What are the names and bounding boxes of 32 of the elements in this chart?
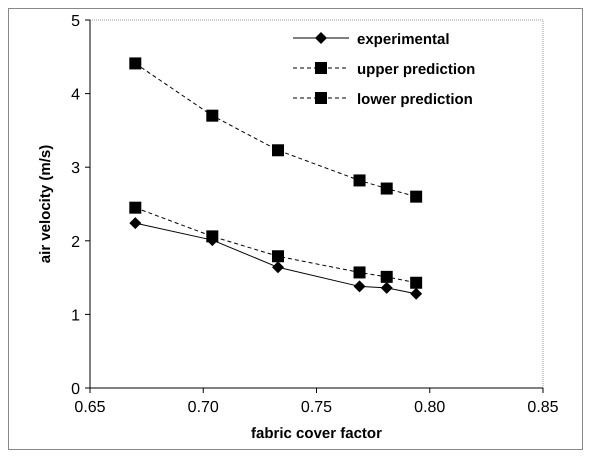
- y-tick-label: 4: [71, 86, 80, 104]
- y-tick-label: 2: [71, 234, 80, 251]
- point: [129, 202, 142, 214]
- point: [129, 217, 142, 230]
- point: [410, 288, 422, 300]
- x-tick-label: 0.75: [300, 399, 332, 416]
- point: [410, 276, 422, 289]
- x-tick-label: 0.80: [414, 399, 446, 416]
- point: [380, 182, 393, 195]
- point: [272, 250, 284, 262]
- point: [354, 174, 366, 186]
- point: [380, 282, 393, 294]
- legend-label: upper prediction: [357, 61, 476, 78]
- legend-label: lower prediction: [357, 91, 473, 108]
- x-tick-label: 0.85: [527, 399, 559, 416]
- y-tick-label: 3: [71, 160, 80, 178]
- x-axis-title: fabric cover factor: [251, 425, 382, 442]
- y-tick-label: 1: [71, 307, 80, 324]
- x-tick-label: 0.65: [74, 399, 106, 416]
- point: [272, 144, 284, 156]
- x-tick-label: 0.70: [188, 399, 219, 416]
- point: [272, 261, 284, 274]
- point: [206, 110, 218, 122]
- point: [129, 57, 142, 70]
- y-tick-label: 5: [71, 13, 80, 30]
- y-tick-label: 0: [71, 381, 80, 398]
- point: [354, 280, 366, 292]
- point: [410, 190, 422, 203]
- point: [380, 270, 393, 283]
- legend-label: experimental: [357, 31, 450, 48]
- point: [354, 266, 366, 278]
- y-axis-title: air velocity (m/s): [37, 144, 54, 264]
